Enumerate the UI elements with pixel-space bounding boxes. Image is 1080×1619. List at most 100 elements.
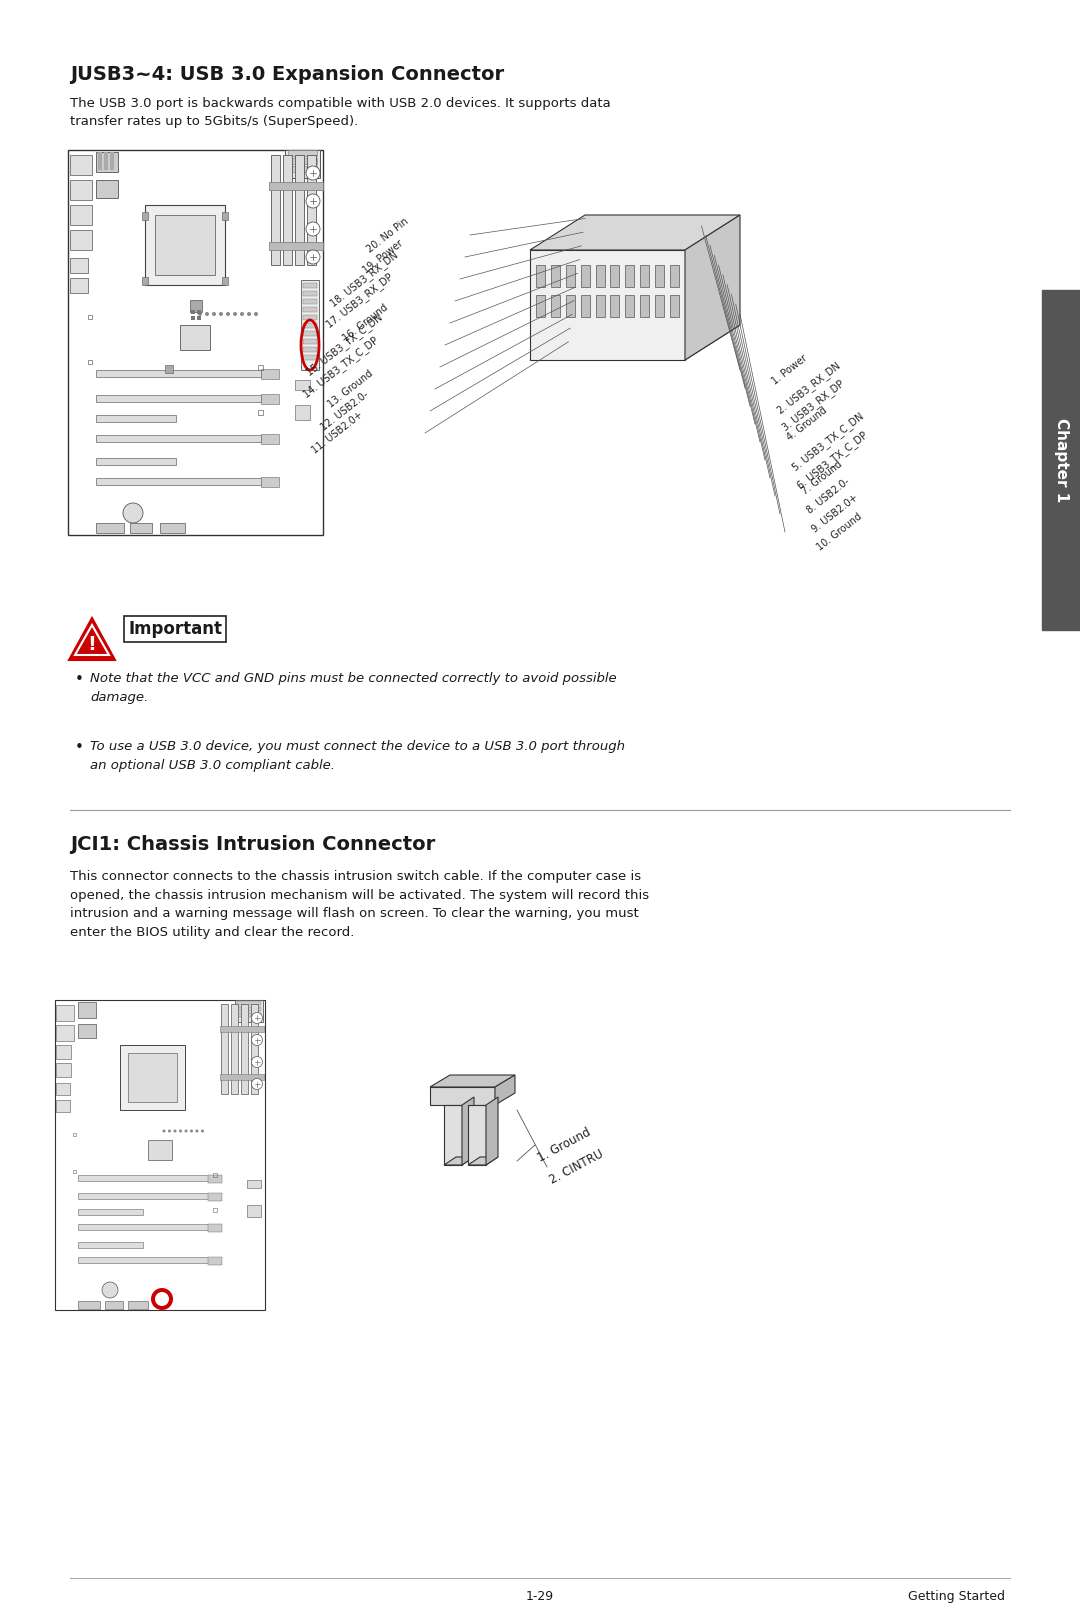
Bar	[197, 309, 201, 314]
Bar	[220, 1026, 264, 1031]
Bar	[247, 1180, 261, 1188]
Bar	[141, 212, 148, 220]
Bar	[73, 1171, 76, 1174]
Bar	[78, 1242, 143, 1248]
Bar	[610, 295, 620, 317]
Polygon shape	[75, 625, 109, 656]
Bar	[160, 523, 185, 533]
Bar	[70, 230, 92, 249]
Bar	[303, 324, 318, 329]
Circle shape	[252, 1012, 262, 1023]
Text: This connector connects to the chassis intrusion switch cable. If the computer c: This connector connects to the chassis i…	[70, 869, 649, 939]
Bar	[73, 1133, 76, 1137]
Bar	[295, 155, 303, 266]
Bar	[190, 300, 202, 312]
Circle shape	[205, 312, 210, 316]
Polygon shape	[468, 1158, 498, 1166]
Circle shape	[151, 1289, 173, 1310]
Polygon shape	[430, 1075, 515, 1086]
Bar	[303, 316, 318, 321]
Bar	[610, 266, 620, 287]
Bar	[56, 1083, 70, 1094]
Text: 1. Ground: 1. Ground	[535, 1125, 593, 1164]
Bar	[130, 523, 152, 533]
Bar	[78, 1256, 208, 1263]
Bar	[70, 257, 87, 274]
Text: 8. USB2.0-: 8. USB2.0-	[805, 476, 851, 516]
Text: Important: Important	[129, 620, 222, 638]
Polygon shape	[495, 1075, 515, 1106]
Bar	[303, 291, 318, 296]
Circle shape	[156, 1292, 168, 1307]
Bar	[566, 266, 575, 287]
Bar	[269, 241, 323, 249]
Bar	[208, 1224, 222, 1232]
Text: 19. Power: 19. Power	[361, 238, 405, 275]
Bar	[258, 410, 264, 414]
Bar	[56, 1005, 75, 1022]
Circle shape	[168, 1130, 171, 1133]
Bar	[303, 283, 318, 288]
Circle shape	[233, 312, 237, 316]
Circle shape	[252, 1057, 262, 1067]
Polygon shape	[444, 1158, 474, 1166]
Bar	[295, 380, 310, 390]
Text: 18. USB3_RX_DN: 18. USB3_RX_DN	[328, 249, 400, 309]
Bar	[271, 155, 280, 266]
Text: 11. USB2.0+: 11. USB2.0+	[310, 410, 365, 457]
Bar	[307, 155, 316, 266]
Text: JUSB3~4: USB 3.0 Expansion Connector: JUSB3~4: USB 3.0 Expansion Connector	[70, 65, 504, 84]
Bar	[625, 295, 634, 317]
Bar	[70, 155, 92, 175]
Bar	[536, 295, 545, 317]
Bar	[670, 266, 679, 287]
Text: 10. Ground: 10. Ground	[815, 512, 864, 552]
Bar	[110, 152, 114, 170]
Text: 1-29: 1-29	[526, 1590, 554, 1603]
Bar	[258, 364, 264, 371]
Polygon shape	[530, 215, 740, 249]
Bar	[191, 316, 195, 321]
Bar	[78, 1302, 100, 1310]
Bar	[96, 180, 118, 198]
Circle shape	[201, 1130, 204, 1133]
Text: 9. USB2.0+: 9. USB2.0+	[810, 492, 860, 534]
Bar	[78, 1224, 208, 1230]
Bar	[197, 316, 201, 321]
Text: Getting Started: Getting Started	[908, 1590, 1005, 1603]
Bar	[56, 1064, 71, 1077]
Text: 1. Power: 1. Power	[770, 353, 809, 387]
Bar	[96, 395, 261, 402]
Text: 15. USB3_TX_C_DN: 15. USB3_TX_C_DN	[305, 312, 384, 379]
Text: •: •	[75, 672, 84, 686]
Text: 3. USB3_RX_DP: 3. USB3_RX_DP	[780, 379, 846, 434]
Text: 5. USB3_TX_C_DN: 5. USB3_TX_C_DN	[789, 411, 865, 473]
Circle shape	[247, 312, 251, 316]
Bar	[303, 338, 318, 343]
Bar	[78, 1193, 208, 1200]
Polygon shape	[530, 249, 685, 359]
Bar	[231, 1004, 238, 1094]
Circle shape	[102, 1282, 118, 1298]
Bar	[640, 266, 649, 287]
Bar	[1042, 290, 1080, 630]
Circle shape	[198, 312, 202, 316]
Circle shape	[174, 1130, 176, 1133]
Bar	[581, 266, 590, 287]
Bar	[104, 152, 108, 170]
Bar	[595, 295, 605, 317]
Bar	[70, 278, 87, 293]
Bar	[129, 1302, 148, 1310]
Polygon shape	[468, 1106, 486, 1166]
Bar	[96, 523, 124, 533]
Bar	[78, 1175, 208, 1180]
Bar	[261, 478, 279, 487]
Bar	[98, 152, 102, 170]
Bar	[208, 1193, 222, 1201]
Bar	[129, 1052, 177, 1103]
Text: 6. USB3_TX_C_DP: 6. USB3_TX_C_DP	[795, 429, 869, 491]
Bar	[288, 159, 318, 164]
Circle shape	[190, 1130, 193, 1133]
Bar	[87, 316, 92, 319]
Bar	[78, 1209, 143, 1214]
